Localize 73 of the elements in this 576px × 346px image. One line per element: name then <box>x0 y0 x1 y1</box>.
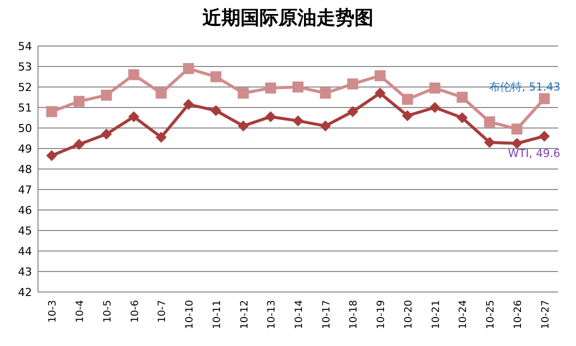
point <box>292 115 304 126</box>
point <box>402 94 413 105</box>
point <box>320 120 331 132</box>
point <box>100 128 112 140</box>
x-tick-label: 10-21 <box>430 300 442 330</box>
point <box>183 98 194 110</box>
y-tick-label: 47 <box>18 184 32 196</box>
x-tick-label: 10-4 <box>75 300 86 323</box>
x-tick-label: 10-20 <box>403 300 414 330</box>
point <box>538 93 550 104</box>
x-tick-label: 10-27 <box>540 300 552 330</box>
point <box>156 88 167 99</box>
point <box>210 71 222 82</box>
chart-title: 近期国际原油走势图 <box>202 7 374 29</box>
point <box>429 102 440 113</box>
x-tick-label: 10-5 <box>102 300 114 323</box>
x-tick-label: 10-14 <box>294 300 305 330</box>
x-tick-label: 10-24 <box>458 300 470 330</box>
x-tick-label: 10-7 <box>157 300 168 323</box>
x-tick-label: 10-13 <box>266 300 278 330</box>
text: 布伦特, 51.43 <box>488 80 560 94</box>
point <box>210 105 222 116</box>
point <box>511 138 522 149</box>
y-tick-label: 48 <box>18 163 32 176</box>
point <box>320 88 331 99</box>
point <box>156 132 167 143</box>
point <box>183 63 194 74</box>
y-tick-label: 42 <box>18 286 32 299</box>
point <box>46 106 58 118</box>
x-tick-label: 10-26 <box>512 300 524 330</box>
point <box>292 82 304 92</box>
x-tick-label: 10-19 <box>376 300 388 330</box>
x-tick-label: 10-12 <box>239 300 250 330</box>
point <box>128 69 140 80</box>
y-tick-label: 43 <box>18 266 32 278</box>
y-tick-label: 52 <box>18 81 32 94</box>
point <box>74 96 85 107</box>
point <box>347 106 358 118</box>
point <box>374 88 386 99</box>
point <box>456 112 468 124</box>
point <box>128 111 140 122</box>
x-tick-label: 10-11 <box>212 300 223 330</box>
x-tick-label: 10-25 <box>486 300 497 330</box>
point <box>484 116 496 128</box>
point <box>456 92 468 103</box>
x-tick-label: 10-17 <box>321 300 332 330</box>
y-tick-label: 44 <box>18 245 32 258</box>
x-tick-label: 10-6 <box>130 300 141 323</box>
x-tick-label: 10-10 <box>184 300 196 330</box>
y-tick-label: 53 <box>18 60 32 74</box>
point <box>484 136 496 148</box>
y-tick-label: 50 <box>18 122 32 135</box>
x-tick-label: 10-18 <box>348 300 360 330</box>
y-tick-label: 46 <box>18 204 32 217</box>
x-tick-label: 10-3 <box>48 300 59 323</box>
point <box>538 130 550 142</box>
y-tick-label: 54 <box>18 40 32 53</box>
point <box>347 78 358 90</box>
point <box>74 138 85 150</box>
point <box>238 88 249 99</box>
point <box>429 82 440 94</box>
y-tick-label: 51 <box>18 102 32 114</box>
text: WTI, 49.6 <box>508 147 560 160</box>
y-tick-label: 45 <box>18 224 32 238</box>
point <box>265 111 276 122</box>
point <box>100 90 112 101</box>
y-tick-label: 49 <box>18 142 32 156</box>
point <box>374 70 386 82</box>
point <box>238 120 249 132</box>
point <box>511 124 522 135</box>
point <box>265 82 276 94</box>
point <box>46 150 58 162</box>
point <box>402 110 413 122</box>
